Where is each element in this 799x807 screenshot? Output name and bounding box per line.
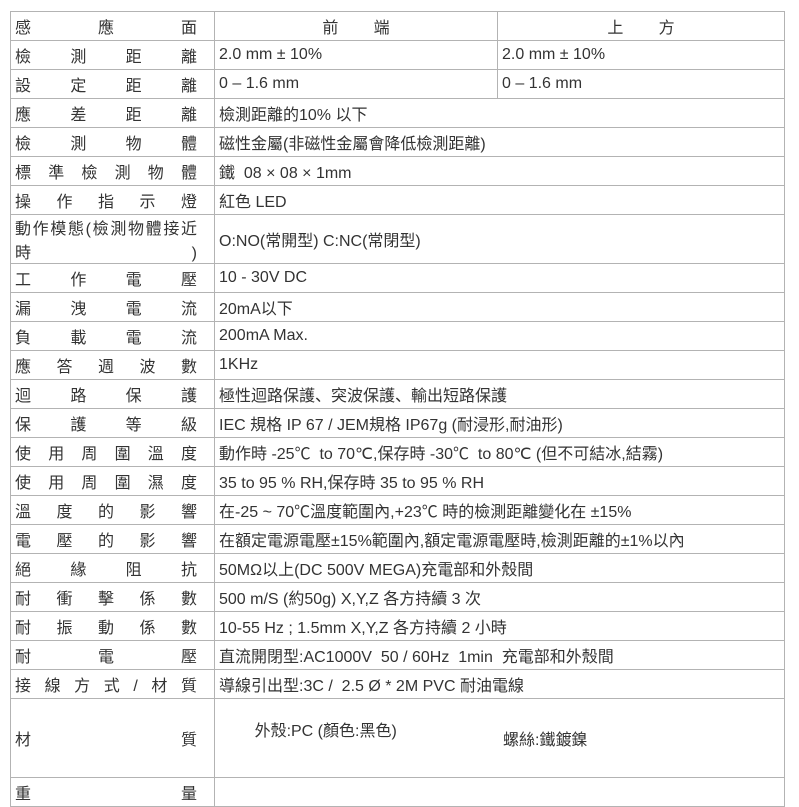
spec-label: 檢測距離 [10, 40, 215, 70]
spec-value: 1KHz [214, 350, 785, 380]
table-row: 電壓的影響 在額定電源電壓±15%範圍內,額定電源電壓時,檢測距離的±1%以內 [10, 524, 785, 554]
table-row: 耐衝擊係數 500 m/S (約50g) X,Y,Z 各方持續 3 次 [10, 582, 785, 612]
spec-label: 溫度的影響 [10, 495, 215, 525]
spec-label: 材質 [10, 698, 215, 778]
spec-value-empty [214, 777, 785, 807]
table-row: 負載電流 200mA Max. [10, 321, 785, 351]
table-row: 檢測距離 2.0 mm ± 10% 2.0 mm ± 10% [10, 40, 785, 70]
spec-table: 感應面 前端 上方 檢測距離 2.0 mm ± 10% 2.0 mm ± 10%… [10, 11, 785, 807]
spec-label: 操作指示燈 [10, 185, 215, 215]
spec-label: 工作電壓 [10, 263, 215, 293]
table-row: 應答週波數 1KHz [10, 350, 785, 380]
spec-label: 使用周圍濕度 [10, 466, 215, 496]
spec-label: 耐衝擊係數 [10, 582, 215, 612]
spec-label: 保護等級 [10, 408, 215, 438]
spec-label: 漏洩電流 [10, 292, 215, 322]
spec-label: 耐振動係數 [10, 611, 215, 641]
spec-value: 檢測距離的10% 以下 [214, 98, 785, 128]
table-row: 絕緣阻抗 50MΩ以上(DC 500V MEGA)充電部和外殼間 [10, 553, 785, 583]
spec-value-front: 0 – 1.6 mm [214, 69, 498, 99]
spec-value: 動作時 -25℃ to 70℃,保存時 -30℃ to 80℃ (但不可結冰,結… [214, 437, 785, 467]
table-row: 漏洩電流 20mA以下 [10, 292, 785, 322]
spec-value: 35 to 95 % RH,保存時 35 to 95 % RH [214, 466, 785, 496]
spec-label: 絕緣阻抗 [10, 553, 215, 583]
table-header-row: 感應面 前端 上方 [10, 11, 785, 41]
spec-label: 應答週波數 [10, 350, 215, 380]
material-case-value: 外殼:PC (顏色:黑色) [254, 723, 397, 740]
spec-value: 磁性金屬(非磁性金屬會降低檢測距離) [214, 127, 785, 157]
spec-label: 標準檢測物體 [10, 156, 215, 186]
table-row: 溫度的影響 在-25 ~ 70℃溫度範圍內,+23℃ 時的檢測距離變化在 ±15… [10, 495, 785, 525]
spec-value: 10-55 Hz ; 1.5mm X,Y,Z 各方持續 2 小時 [214, 611, 785, 641]
material-screw-value: 螺絲:鐵鍍鎳 [503, 732, 588, 749]
spec-value: 500 m/S (約50g) X,Y,Z 各方持續 3 次 [214, 582, 785, 612]
spec-label: 耐電壓 [10, 640, 215, 670]
table-row: 接線方式/材質 導線引出型:3C / 2.5 Ø * 2M PVC 耐油電線 [10, 669, 785, 699]
table-row: 材質 外殼:PC (顏色:黑色) 螺絲:鐵鍍鎳 [10, 698, 785, 778]
spec-value-front: 2.0 mm ± 10% [214, 40, 498, 70]
spec-value: 20mA以下 [214, 292, 785, 322]
spec-value: 10 - 30V DC [214, 263, 785, 293]
header-sensing-face: 感應面 [10, 11, 215, 41]
spec-value: IEC 規格 IP 67 / JEM規格 IP67g (耐浸形,耐油形) [214, 408, 785, 438]
spec-value: 導線引出型:3C / 2.5 Ø * 2M PVC 耐油電線 [214, 669, 785, 699]
spec-value-top: 0 – 1.6 mm [497, 69, 785, 99]
spec-value: 在額定電源電壓±15%範圍內,額定電源電壓時,檢測距離的±1%以內 [214, 524, 785, 554]
table-row: 使用周圍濕度 35 to 95 % RH,保存時 35 to 95 % RH [10, 466, 785, 496]
table-row: 迴路保護 極性迴路保護、突波保護、輸出短路保護 [10, 379, 785, 409]
spec-value: 直流開閉型:AC1000V 50 / 60Hz 1min 充電部和外殼間 [214, 640, 785, 670]
spec-value: 鐵 08 × 08 × 1mm [214, 156, 785, 186]
spec-label: 電壓的影響 [10, 524, 215, 554]
spec-value: 極性迴路保護、突波保護、輸出短路保護 [214, 379, 785, 409]
spec-label: 重量 [10, 777, 215, 807]
spec-value: 紅色 LED [214, 185, 785, 215]
spec-value-top: 2.0 mm ± 10% [497, 40, 785, 70]
column-header-front: 前端 [214, 11, 498, 41]
spec-label: 應差距離 [10, 98, 215, 128]
spec-value: 200mA Max. [214, 321, 785, 351]
column-header-top: 上方 [497, 11, 785, 41]
table-row: 保護等級 IEC 規格 IP 67 / JEM規格 IP67g (耐浸形,耐油形… [10, 408, 785, 438]
table-row: 操作指示燈 紅色 LED [10, 185, 785, 215]
spec-value: 在-25 ~ 70℃溫度範圍內,+23℃ 時的檢測距離變化在 ±15% [214, 495, 785, 525]
spec-value: 50MΩ以上(DC 500V MEGA)充電部和外殼間 [214, 553, 785, 583]
spec-label: 迴路保護 [10, 379, 215, 409]
spec-label: 接線方式/材質 [10, 669, 215, 699]
spec-label: 動作模態(檢測物體接近時) [10, 214, 215, 264]
table-row: 應差距離 檢測距離的10% 以下 [10, 98, 785, 128]
spec-value: 外殼:PC (顏色:黑色) 螺絲:鐵鍍鎳 [214, 698, 785, 778]
spec-value: O:NO(常開型) C:NC(常閉型) [214, 214, 785, 264]
table-row: 檢測物體 磁性金屬(非磁性金屬會降低檢測距離) [10, 127, 785, 157]
table-row: 動作模態(檢測物體接近時) O:NO(常開型) C:NC(常閉型) [10, 214, 785, 264]
table-row: 標準檢測物體 鐵 08 × 08 × 1mm [10, 156, 785, 186]
table-row: 使用周圍溫度 動作時 -25℃ to 70℃,保存時 -30℃ to 80℃ (… [10, 437, 785, 467]
spec-sheet-page: 感應面 前端 上方 檢測距離 2.0 mm ± 10% 2.0 mm ± 10%… [10, 11, 785, 807]
table-row: 工作電壓 10 - 30V DC [10, 263, 785, 293]
spec-label: 使用周圍溫度 [10, 437, 215, 467]
table-row: 耐電壓 直流開閉型:AC1000V 50 / 60Hz 1min 充電部和外殼間 [10, 640, 785, 670]
table-row: 設定距離 0 – 1.6 mm 0 – 1.6 mm [10, 69, 785, 99]
spec-label: 設定距離 [10, 69, 215, 99]
spec-label: 負載電流 [10, 321, 215, 351]
table-row: 耐振動係數 10-55 Hz ; 1.5mm X,Y,Z 各方持續 2 小時 [10, 611, 785, 641]
spec-label: 檢測物體 [10, 127, 215, 157]
table-row: 重量 [10, 777, 785, 807]
